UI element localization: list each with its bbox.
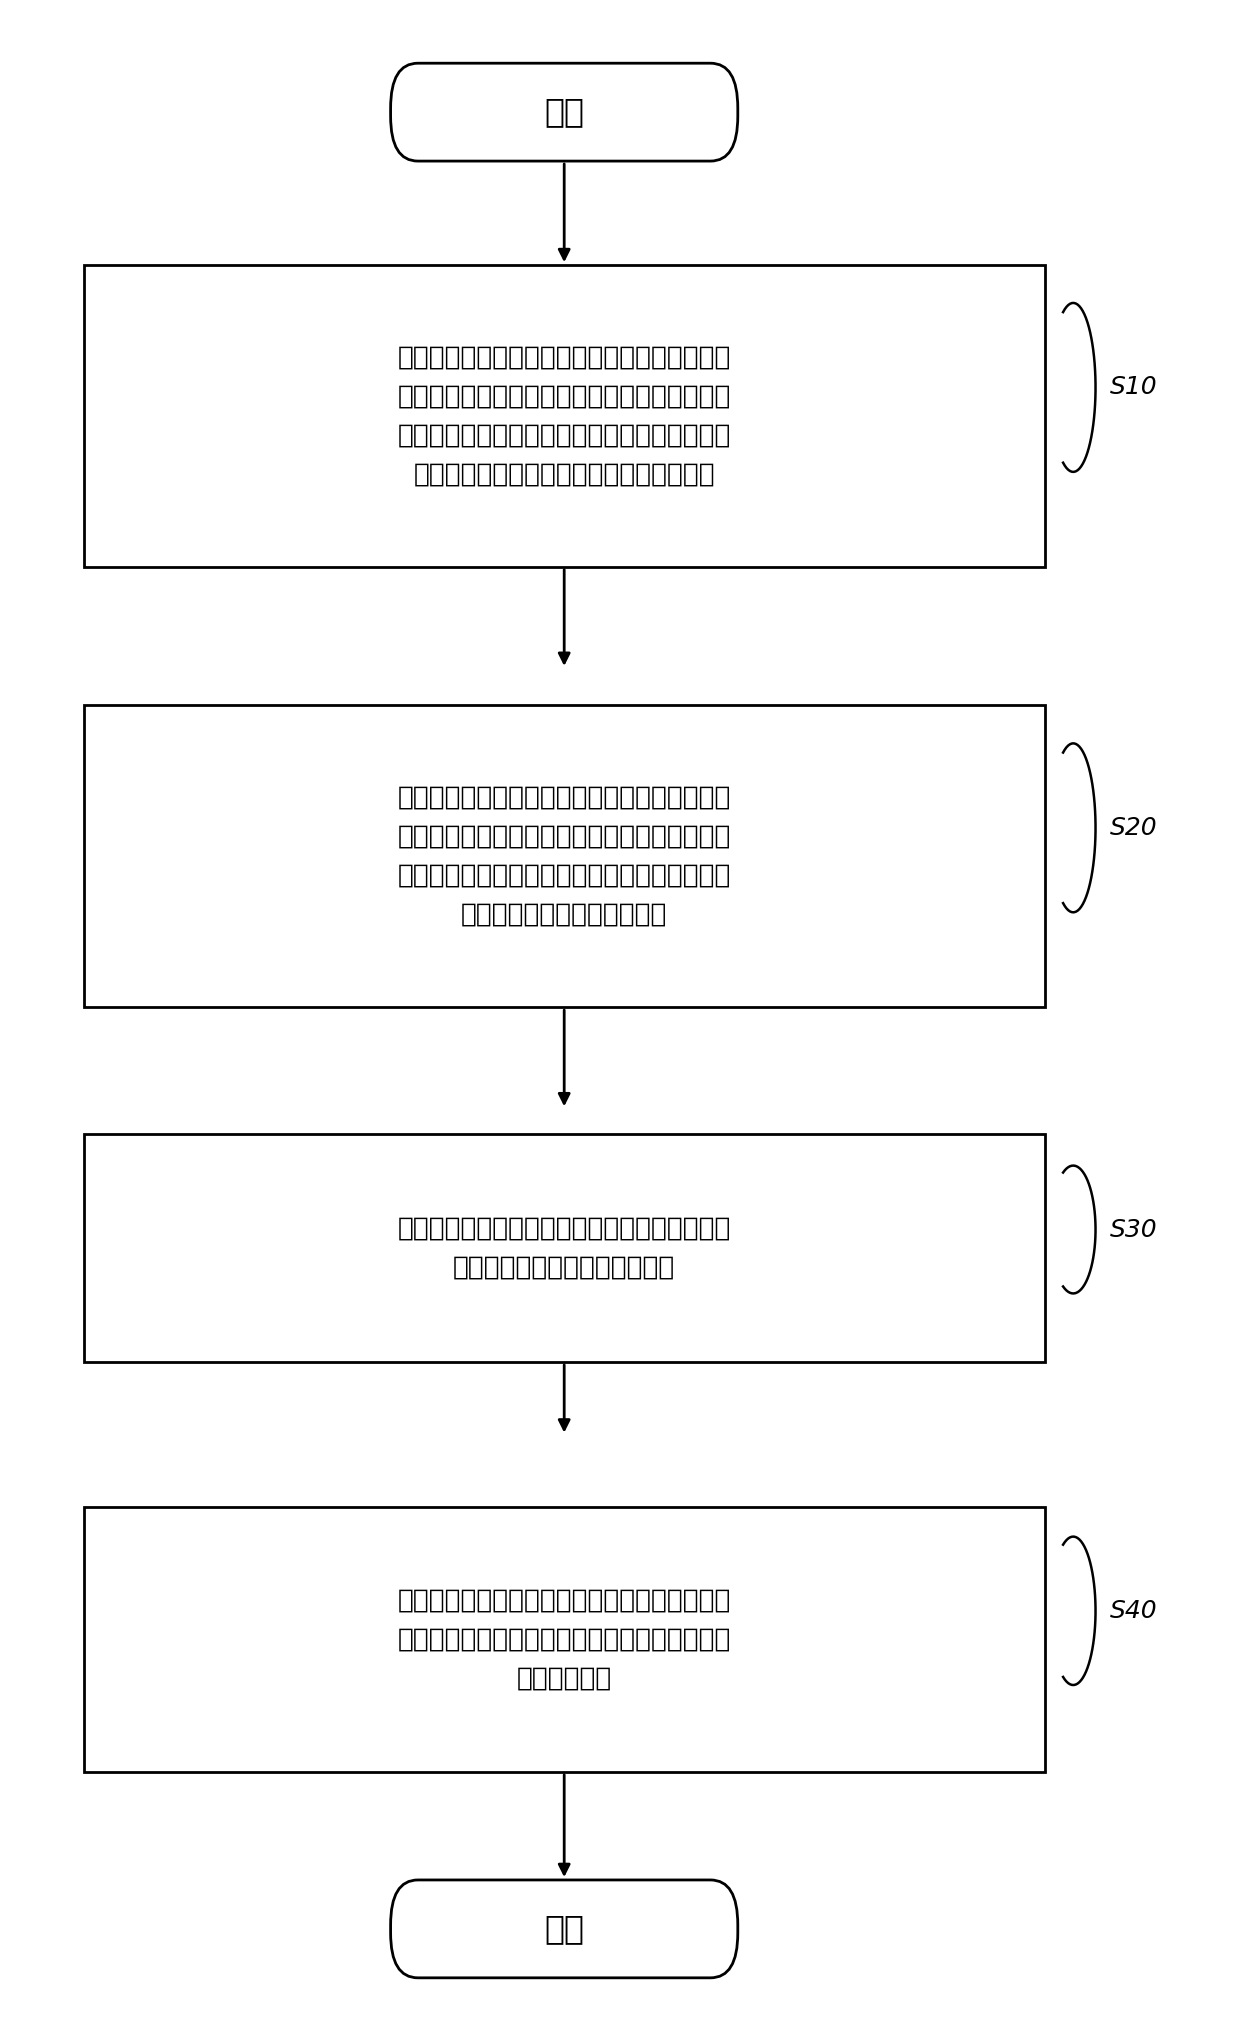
Text: 使能信号识别电路采集多个不同类型的上下电使
能信号，对采集到的上下电使能信号状态进行识
别，在识别出采集到的所有信号状态均为无效状
态时，将下电信号输出至延时时: 使能信号识别电路采集多个不同类型的上下电使 能信号，对采集到的上下电使能信号状态… (398, 345, 730, 487)
Text: S40: S40 (1110, 1599, 1157, 1623)
Bar (84, 265, 1044, 567)
Bar (84, 1507, 1044, 1772)
Text: S20: S20 (1110, 816, 1157, 840)
Text: 开始: 开始 (544, 96, 584, 128)
Text: 延时时间判定电路在接收到使能信号识别电路发
送的下电信号后，根据从电机控制器获取的延时
时间进行延时，在达到所述延时时间后，将下电
信号输出至电源开关驱动电路: 延时时间判定电路在接收到使能信号识别电路发 送的下电信号后，根据从电机控制器获取… (398, 785, 730, 928)
Text: 电源开关执行电路根据电源开关驱动电路发送的
下电驱动信号断开电路，以使电机控制器的低压
输入电源断电: 电源开关执行电路根据电源开关驱动电路发送的 下电驱动信号断开电路，以使电机控制器… (398, 1586, 730, 1692)
FancyBboxPatch shape (391, 63, 738, 161)
Bar (84, 1134, 1044, 1362)
Text: 电源开关驱动电路根据接收到的下电信号向电源
开关执行电路发送下电驱动信号: 电源开关驱动电路根据接收到的下电信号向电源 开关执行电路发送下电驱动信号 (398, 1215, 730, 1280)
Text: S10: S10 (1110, 375, 1157, 400)
Bar (84, 705, 1044, 1007)
Text: S30: S30 (1110, 1217, 1157, 1242)
FancyBboxPatch shape (391, 1880, 738, 1978)
Text: 结束: 结束 (544, 1913, 584, 1945)
